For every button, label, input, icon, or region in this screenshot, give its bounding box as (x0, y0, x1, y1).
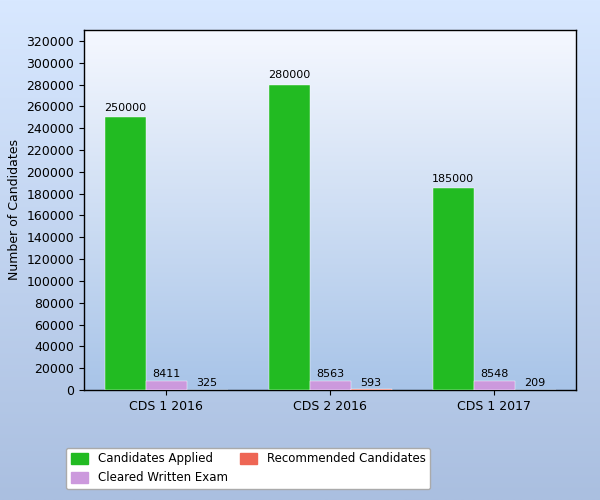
Text: 8548: 8548 (480, 369, 508, 379)
Y-axis label: Number of Candidates: Number of Candidates (8, 140, 21, 280)
Bar (104, 118, 146, 390)
Bar (269, 84, 310, 390)
Text: 280000: 280000 (268, 70, 310, 80)
Bar (433, 188, 473, 390)
Text: 209: 209 (524, 378, 545, 388)
Legend: Candidates Applied, Cleared Written Exam, Recommended Candidates: Candidates Applied, Cleared Written Exam… (66, 448, 430, 489)
Text: 250000: 250000 (104, 103, 146, 113)
Text: 185000: 185000 (432, 174, 474, 184)
Text: 325: 325 (196, 378, 218, 388)
Bar (310, 380, 350, 390)
Bar (473, 380, 515, 390)
Bar (146, 381, 187, 390)
Text: 593: 593 (361, 378, 382, 388)
Text: 8411: 8411 (152, 369, 180, 379)
Text: 8563: 8563 (316, 369, 344, 379)
